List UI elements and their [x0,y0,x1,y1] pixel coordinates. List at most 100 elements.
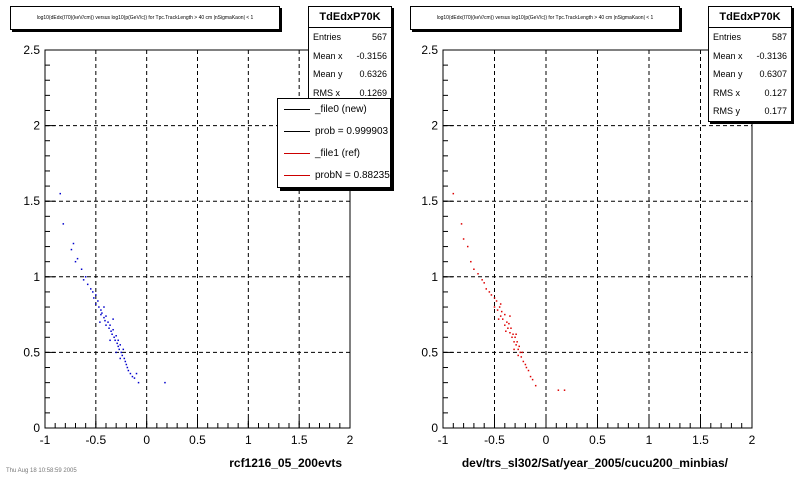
data-point [112,328,114,331]
stats-row: Mean y 0.6326 [309,65,391,84]
timestamp-text: Thu Aug 18 10:58:59 2005 [6,468,77,474]
data-point [498,306,501,308]
legend-label: _file1 (ref) [315,148,361,159]
stats-value: -0.3136 [756,50,787,61]
legend-label: prob = 0.999903 [315,126,389,137]
x-tick-label: 0.5 [189,433,206,447]
legend-entry: prob = 0.999903 [278,121,390,143]
stats-row: Mean x -0.3136 [709,47,791,66]
data-point [113,336,115,339]
legend-line [284,131,310,132]
data-point [131,375,134,378]
data-point [122,348,125,351]
stats-row: Entries 587 [709,28,791,47]
stats-row: Mean y 0.6307 [709,65,791,84]
data-point [527,369,530,372]
data-point [512,333,514,336]
legend-label: _file0 (new) [315,104,367,115]
legend: _file0 (new) prob = 0.999903 _file1 (ref… [277,98,391,188]
data-point [129,372,132,375]
data-point [104,319,106,322]
data-point [524,363,527,366]
data-point [133,377,136,379]
data-point [504,324,506,326]
legend-label: probN = 0.882353 [315,170,391,181]
data-point [493,306,496,308]
data-point [497,318,500,320]
legend-entry: probN = 0.882353 [278,165,390,187]
stats-value: 0.177 [764,106,787,116]
data-point [460,223,463,225]
x-tick-label: 2 [749,433,756,447]
data-point [72,242,75,245]
data-point [506,321,508,323]
x-tick-label: -1 [40,433,51,447]
data-point [516,341,518,343]
data-point [125,363,128,366]
y-tick-label: 2.5 [23,43,40,57]
data-point [466,245,469,248]
y-tick-label: 0.5 [23,345,40,359]
stats-key: RMS x [313,87,340,98]
data-point [101,312,103,314]
data-point [515,344,517,346]
data-point [510,327,512,329]
data-point [84,276,87,278]
x-tick-label: -1 [438,433,449,447]
data-point [118,348,120,351]
data-point [499,315,502,317]
data-point [86,283,89,286]
data-point [135,372,138,375]
stats-row: RMS x 0.1269 [309,84,391,103]
data-point [509,315,511,317]
data-point [105,315,107,317]
scatter-chart-left: -1 -0.5 0 0.5 1 1.5 2 0 0.5 1 1.5 2 2.5 [23,43,354,447]
x-tick-label: -0.5 [85,433,106,447]
data-point [525,366,528,369]
data-point [137,381,140,384]
stats-key: Mean x [713,50,743,61]
stats-key: Mean y [713,69,743,79]
data-point [103,316,105,319]
data-point [110,330,112,332]
left-panel: log10(dEdx(I70)(keV/cm)) versus log10(p(… [6,6,392,474]
stats-value: 0.127 [764,87,787,98]
data-point [126,366,129,369]
legend-entry: _file0 (new) [278,99,390,121]
data-point [513,348,515,351]
data-point [90,288,92,290]
data-point [501,318,504,320]
data-point [109,339,111,342]
x-tick-label: 0.5 [589,433,606,447]
plot-title: log10(dEdx(I70)(keV/cm)) versus log10(p(… [410,6,680,30]
y-tick-label: 2 [33,119,40,133]
data-point [115,335,117,337]
stats-key: RMS y [713,106,740,116]
data-point [103,306,105,308]
data-point [493,297,496,299]
stats-key: Entries [313,32,342,42]
data-point [95,303,97,305]
scatter-chart-right: -1 -0.5 0 0.5 1 1.5 2 0 0.5 1 1.5 2 2.5 [421,43,756,447]
data-point [92,291,94,293]
data-point [112,318,114,320]
stats-key: Mean x [313,50,343,61]
data-point [513,341,515,343]
stats-key: Mean y [313,69,343,79]
data-point [93,297,95,299]
data-point [117,339,119,342]
x-tick-label: 2 [347,433,354,447]
data-point [485,288,488,290]
data-point [121,354,124,357]
x-tick-label: 1 [245,433,252,447]
data-point [481,279,483,281]
data-point [80,268,83,270]
data-point [123,357,126,360]
y-tick-label: 0 [431,421,438,435]
x-tick-label: 1.5 [291,433,308,447]
data-point [483,282,485,284]
data-point [519,351,521,354]
data-point [522,360,525,363]
stats-value: -0.3156 [356,50,387,61]
x-tick-label: 1 [646,433,653,447]
